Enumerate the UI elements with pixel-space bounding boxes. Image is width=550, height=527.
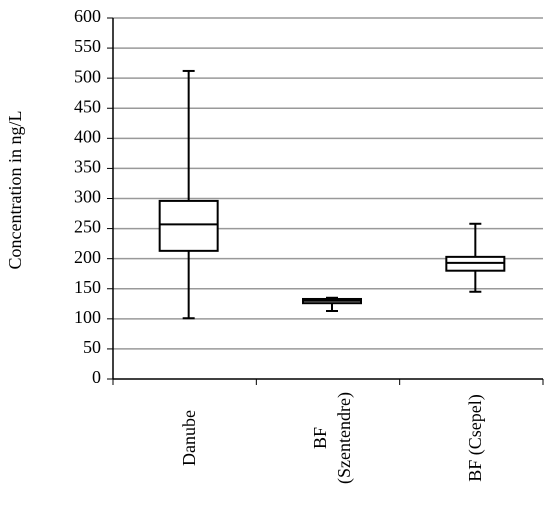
box <box>158 199 219 252</box>
y-tick-label: 350 <box>74 157 101 177</box>
x-tick-label: BF (Csepel) <box>465 394 486 482</box>
y-tick-label: 50 <box>83 337 101 357</box>
x-tick-label: Danube <box>178 410 199 466</box>
y-tick-label: 450 <box>74 96 101 116</box>
y-tick-label: 150 <box>74 277 101 297</box>
x-tick-label: BF (Szentendre) <box>310 392 354 484</box>
y-tick-label: 100 <box>74 307 101 327</box>
y-tick-label: 200 <box>74 247 101 267</box>
y-tick-label: 500 <box>74 66 101 86</box>
y-tick-label: 600 <box>74 6 101 26</box>
y-tick-label: 250 <box>74 217 101 237</box>
y-tick-label: 0 <box>92 367 101 387</box>
y-tick-label: 550 <box>74 36 101 56</box>
y-axis-label: Concentration in ng/L <box>5 111 25 270</box>
y-tick-label: 300 <box>74 187 101 207</box>
y-tick-label: 400 <box>74 126 101 146</box>
